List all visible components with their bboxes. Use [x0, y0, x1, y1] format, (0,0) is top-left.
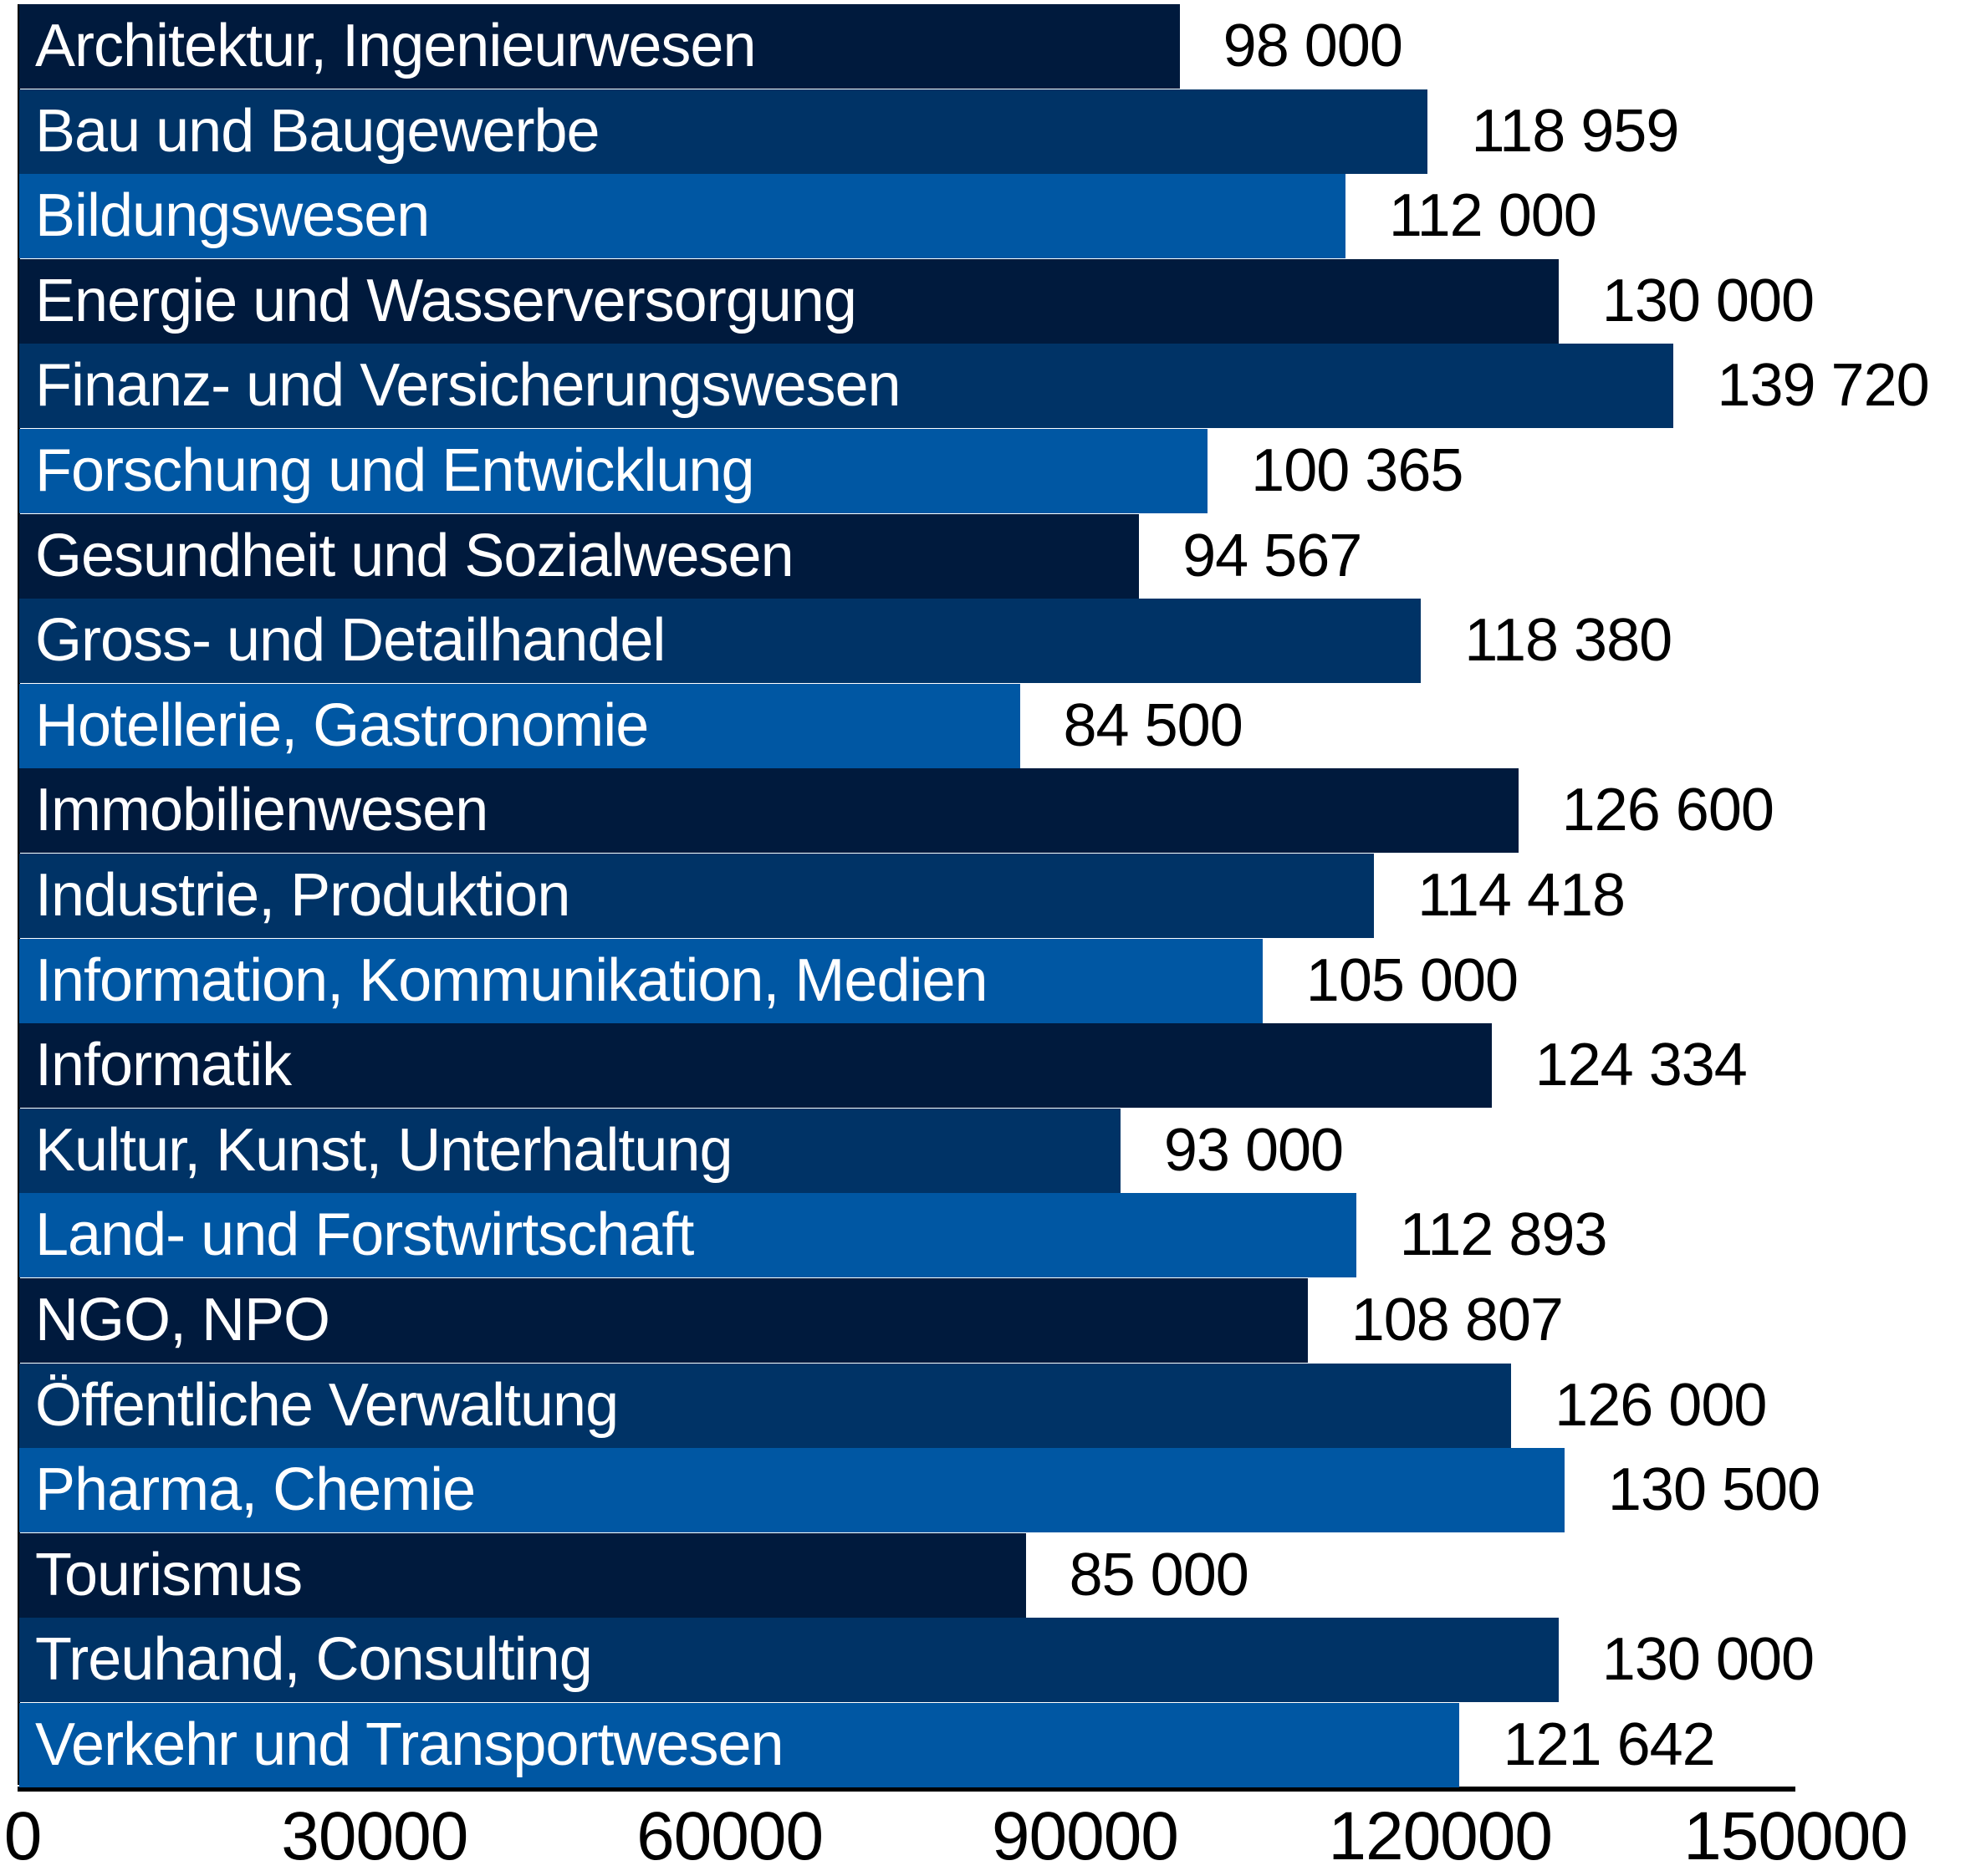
category-label: Immobilienwesen [35, 777, 488, 844]
category-label: Information, Kommunikation, Medien [35, 946, 988, 1014]
bar [19, 1532, 1026, 1618]
bar [19, 89, 1428, 174]
value-label: 112 000 [1388, 182, 1597, 250]
bar [19, 513, 1140, 599]
bar [19, 429, 1208, 513]
category-label: Treuhand, Consulting [35, 1626, 593, 1694]
category-label: Gesundheit und Sozialwesen [35, 522, 794, 589]
value-label: 124 334 [1534, 1032, 1748, 1099]
bar [19, 683, 1020, 768]
value-label: 108 807 [1351, 1287, 1564, 1353]
value-label: 118 959 [1471, 97, 1679, 165]
value-label: 93 000 [1163, 1116, 1344, 1184]
category-label: Informatik [35, 1032, 292, 1099]
bar [19, 1703, 1460, 1787]
bar [19, 1193, 1356, 1278]
x-tick-label: 30000 [281, 1798, 468, 1874]
value-label: 85 000 [1069, 1541, 1249, 1608]
bar [19, 1448, 1565, 1533]
bar [19, 1108, 1121, 1193]
category-label: Industrie, Produktion [35, 862, 570, 929]
x-tick-label: 90000 [991, 1798, 1179, 1874]
value-label: 139 720 [1717, 352, 1929, 420]
category-label: Tourismus [35, 1541, 303, 1608]
category-label: Kultur, Kunst, Unterhaltung [35, 1116, 733, 1184]
category-label: Gross- und Detailhandel [35, 607, 666, 675]
value-label: 130 000 [1601, 267, 1815, 334]
category-label: Land- und Forstwirtschaft [35, 1201, 694, 1269]
bar [19, 1278, 1308, 1363]
category-label: Architektur, Ingenieurwesen [35, 13, 757, 79]
bar [19, 854, 1375, 938]
bar [19, 1618, 1559, 1703]
bar [19, 174, 1345, 259]
value-label: 112 893 [1399, 1201, 1608, 1269]
y-axis-line [18, 4, 20, 1785]
bar [19, 599, 1422, 684]
bar [19, 768, 1519, 854]
x-tick-label: 60000 [636, 1798, 824, 1874]
value-label: 121 642 [1503, 1711, 1715, 1778]
category-label: Hotellerie, Gastronomie [35, 691, 649, 759]
category-label: Verkehr und Transportwesen [35, 1711, 784, 1778]
category-label: Finanz- und Versicherungswesen [35, 352, 901, 420]
value-label: 126 600 [1561, 777, 1774, 844]
bar [19, 938, 1263, 1023]
category-label: Bau und Baugewerbe [35, 97, 600, 165]
value-label: 98 000 [1223, 13, 1403, 79]
value-label: 105 000 [1305, 946, 1519, 1014]
category-label: NGO, NPO [35, 1287, 330, 1353]
bar [19, 1023, 1492, 1109]
value-label: 100 365 [1251, 437, 1463, 504]
value-label: 84 500 [1063, 691, 1243, 759]
value-label: 118 380 [1464, 607, 1672, 675]
category-label: Öffentliche Verwaltung [35, 1371, 619, 1439]
bar [19, 258, 1559, 344]
category-label: Pharma, Chemie [35, 1456, 476, 1524]
category-label: Energie und Wasserversorgung [35, 267, 857, 334]
x-tick-label: 120000 [1328, 1798, 1553, 1874]
x-tick-label: 150000 [1683, 1798, 1908, 1874]
bar [19, 344, 1674, 429]
bar [19, 1363, 1512, 1448]
category-label: Forschung und Entwicklung [35, 437, 754, 504]
value-label: 130 000 [1601, 1626, 1815, 1694]
x-tick-label: 0 [3, 1798, 43, 1874]
bar [19, 4, 1180, 89]
value-label: 130 500 [1607, 1456, 1820, 1524]
value-label: 126 000 [1555, 1371, 1767, 1439]
value-label: 94 567 [1182, 522, 1362, 589]
x-axis-line [18, 1786, 1795, 1792]
value-label: 114 418 [1417, 862, 1626, 929]
category-label: Bildungswesen [35, 182, 430, 250]
